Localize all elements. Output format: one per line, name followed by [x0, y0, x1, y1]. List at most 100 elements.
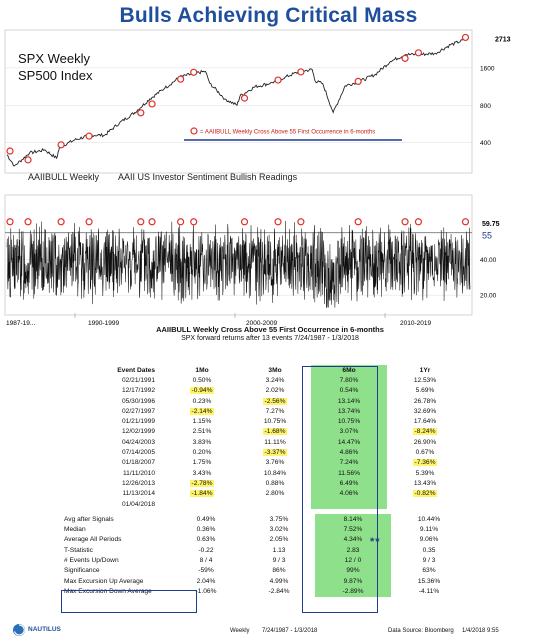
spx-panel-label: SPX Weekly SP500 Index [18, 50, 92, 84]
stat-ret-1mo: 2.04% [196, 577, 216, 585]
stat-ret-3mo: 9 / 3 [272, 556, 286, 564]
table-title: AAIIBULL Weekly Cross Above 55 First Occ… [156, 325, 384, 334]
cell-value: 01/04/2018 [121, 500, 155, 508]
spx-signal-marker [274, 76, 282, 84]
stat-ret-3mo: -2.84% [268, 587, 290, 595]
stat-label: # Events Up/Down [64, 556, 119, 564]
footer-date: 1/4/2018 9:55 [462, 628, 499, 634]
cell-value: 5.39% [415, 469, 435, 477]
cell-value: 11.56% [338, 469, 360, 477]
spx-signal-marker [177, 75, 185, 83]
cell-ret-1mo: 3.43% [165, 468, 239, 478]
stat-ret-6mo: 99% [315, 565, 391, 576]
cell-value: -7.36% [412, 459, 438, 467]
aaii-signal-marker [401, 218, 409, 226]
cell-value: 11.11% [264, 438, 286, 446]
stat-ret-3mo: 4.99% [269, 577, 289, 585]
cell-value: 26.78% [413, 397, 437, 405]
cell-ret-6mo: 4.86% [311, 447, 387, 458]
cell-ret-1yr: 13.43% [387, 478, 463, 488]
table-row: 01/04/2018 [60, 498, 463, 510]
spx-signal-marker [190, 68, 198, 76]
aaii-signal-marker [461, 218, 470, 226]
stat-ret-6mo: 7.52% [315, 524, 391, 535]
aaii-signal-marker [274, 218, 282, 226]
cell-ret-1mo: 2.51% [165, 427, 239, 437]
stats-row: Significance -59% 86% 99% 63% [60, 565, 467, 576]
stat-ret-1yr: -4.11% [418, 587, 440, 595]
cell-ret-3mo [239, 499, 311, 509]
stat-ret-1mo: 0.63% [196, 536, 216, 544]
aaii-x-label: 1990-1999 [88, 320, 119, 327]
cell-ret-1yr: -7.36% [387, 458, 463, 468]
aaii-signal-marker [240, 218, 249, 226]
cell-ret-3mo: 3.24% [239, 375, 311, 385]
cell-value: 3.83% [192, 438, 212, 446]
stat-ret-6mo: -2.89% [315, 586, 391, 597]
cell-event-date: 02/21/1991 [60, 375, 165, 385]
aaii-x-label: 1987-19... [6, 320, 35, 327]
cell-value: 11/13/2014 [122, 490, 155, 498]
stat-ret-1mo: 8 / 4 [199, 556, 213, 564]
table-row: 12/26/2013 -2.78% 0.88% 6.49% 13.43% [60, 478, 463, 489]
spx-tick-label: 400 [480, 140, 491, 147]
cell-ret-3mo: 10.75% [239, 416, 311, 426]
stat-ret-1yr: 0.35 [422, 546, 436, 554]
cell-ret-1mo: 3.83% [165, 437, 239, 447]
cell-value: 7.80% [339, 376, 359, 384]
cell-value: 3.76% [265, 459, 285, 467]
table-row: 07/14/2005 0.20% -3.37% 4.86% 0.67% [60, 447, 463, 458]
stat-ret-1yr: 9 / 3 [422, 556, 436, 564]
cell-value: 5.69% [415, 387, 435, 395]
cell-value: 2.02% [265, 387, 285, 395]
header-3mo: 3Mo [268, 366, 282, 374]
cell-value: 2.80% [265, 490, 285, 498]
stat-label: Avg after Signals [64, 515, 114, 523]
cell-value: 7.27% [265, 407, 285, 415]
cell-value: 10.75% [337, 418, 361, 426]
cell-ret-1yr: 26.78% [387, 396, 463, 406]
cell-ret-1yr: -0.82% [387, 489, 463, 499]
spx-tick-label: 800 [480, 103, 491, 110]
cell-ret-6mo [311, 498, 387, 510]
header-event-dates: Event Dates [117, 366, 155, 374]
cell-ret-1mo: 0.23% [165, 396, 239, 406]
cell-event-date: 04/24/2003 [60, 437, 165, 447]
stat-label: Max Excursion Down Average [64, 587, 152, 595]
cell-ret-1mo [165, 499, 239, 509]
stat-label: Average All Periods [64, 536, 122, 544]
cell-value: 2.51% [192, 428, 212, 436]
footer-periodicity: Weekly [230, 628, 250, 634]
stats-row: Max Excursion Up Average 2.04% 4.99% 9.87% 1… [60, 575, 467, 587]
spx-markers [6, 33, 470, 164]
aaii-signal-marker [24, 218, 32, 226]
cell-ret-1mo: -2.14% [165, 406, 239, 416]
cell-value: 0.54% [339, 387, 359, 395]
table-header-row: Event Dates 1Mo 3Mo 6Mo 1Yr [60, 365, 463, 376]
stat-ret-3mo: 2.05% [269, 536, 289, 544]
cell-event-date: 05/30/1996 [60, 396, 165, 406]
cell-value: 3.43% [192, 469, 212, 477]
cell-value: 7.24% [339, 459, 359, 467]
spx-chart: 400 800 1600 2713 = AAIIBULL Weekly Cross … [4, 29, 511, 174]
cell-event-date: 12/26/2013 [60, 478, 165, 488]
cell-event-date: 02/27/1997 [60, 406, 165, 416]
aaii-x-labels: 1987-19... 1990-1999 2000-2009 2010-2019 [6, 313, 431, 327]
stat-ret-6mo: 12 / 0 [315, 555, 391, 566]
aaii-signal-marker [177, 218, 185, 226]
cell-event-date: 12/02/1999 [60, 427, 165, 437]
cell-value: 12/26/2013 [121, 479, 155, 487]
cell-ret-6mo: 14.47% [311, 437, 387, 448]
cell-value: 0.67% [415, 449, 435, 457]
cell-event-date: 11/13/2014 [60, 489, 165, 499]
cell-ret-1yr: 17.64% [387, 416, 463, 426]
events-table: Event Dates 1Mo 3Mo 6Mo 1Yr 02/21/1991 0.… [60, 365, 463, 510]
cell-value: 26.90% [413, 438, 437, 446]
aaii-signal-marker [190, 218, 198, 226]
cell-value: 4.06% [339, 490, 359, 498]
cell-value: -0.82% [412, 490, 438, 498]
cell-ret-6mo: 6.49% [311, 478, 387, 489]
cell-ret-6mo: 3.07% [311, 426, 387, 438]
cell-ret-1yr: 5.39% [387, 468, 463, 478]
cell-ret-6mo: 4.06% [311, 488, 387, 499]
